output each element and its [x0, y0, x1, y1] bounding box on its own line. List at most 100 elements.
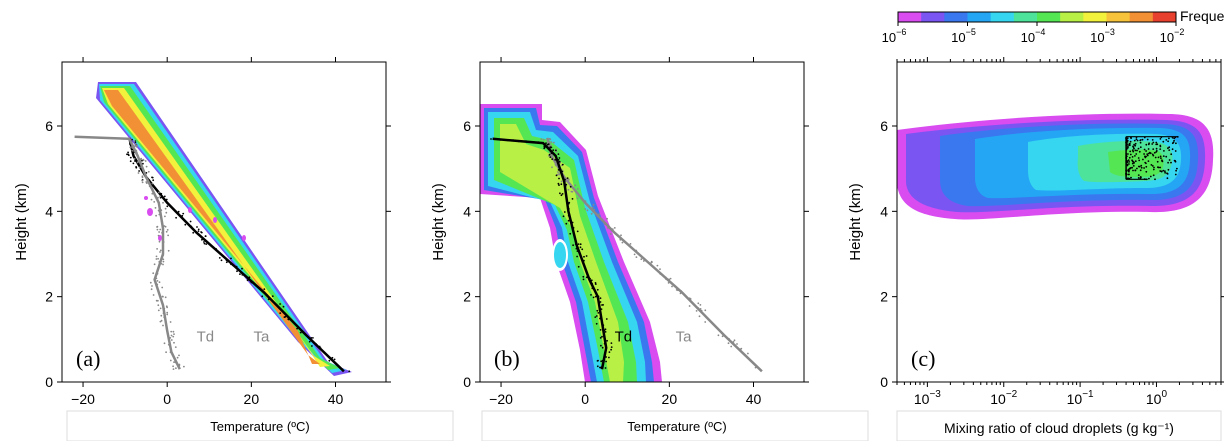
profile-point [563, 176, 566, 179]
profile-point [131, 146, 133, 148]
profile-point [203, 241, 205, 243]
profile-point [250, 281, 253, 284]
profile-point [138, 164, 141, 167]
profile-point [669, 277, 672, 280]
profile-point [204, 239, 207, 242]
profile-point [183, 365, 185, 368]
observation-point [1165, 155, 1168, 158]
x-tick-label: 40 [746, 391, 762, 407]
profile-point [591, 287, 594, 290]
profile-point [148, 185, 151, 188]
profile-point [153, 201, 156, 203]
profile-point [145, 165, 148, 168]
profile-point [189, 220, 192, 223]
profile-point [600, 360, 603, 363]
profile-point [591, 206, 594, 209]
profile-point [697, 302, 700, 305]
observation-point [1132, 150, 1135, 153]
profile-point [129, 160, 132, 163]
profile-point [665, 278, 667, 280]
profile-point [600, 308, 603, 310]
profile-point [159, 228, 162, 231]
profile-point [153, 263, 156, 266]
profile-point [601, 218, 603, 221]
profile-point [733, 339, 736, 342]
observation-point [1140, 164, 1143, 167]
profile-point [156, 272, 159, 275]
profile-point [163, 342, 166, 345]
profile-point [165, 198, 168, 201]
profile-point [553, 141, 555, 144]
profile-point [315, 343, 317, 345]
profile-point [236, 270, 238, 273]
profile-point [157, 304, 160, 307]
observation-point [1176, 167, 1178, 170]
profile-point [152, 272, 155, 275]
profile-point [732, 341, 735, 343]
profile-point [721, 335, 724, 338]
profile-point [169, 337, 172, 339]
profile-point [562, 215, 565, 218]
observation-point [1152, 174, 1155, 177]
profile-point [671, 285, 673, 288]
frequency-band-b [480, 104, 662, 382]
profile-point [140, 158, 142, 161]
observation-point [1127, 153, 1129, 155]
observation-point [1167, 161, 1169, 164]
profile-point [550, 141, 553, 144]
profile-point [659, 268, 661, 270]
profile-point [163, 195, 166, 198]
observation-point [1166, 172, 1168, 175]
profile-point [700, 309, 703, 312]
profile-point [151, 176, 154, 179]
profile-point [141, 181, 144, 184]
observation-point [1168, 146, 1171, 149]
profile-point [215, 248, 218, 250]
profile-point [318, 345, 321, 348]
observation-point [1132, 160, 1134, 163]
profile-point [575, 247, 578, 250]
profile-point [82, 136, 85, 138]
observation-point [1154, 156, 1157, 159]
profile-point [747, 352, 749, 355]
observation-point [1167, 147, 1169, 150]
profile-point [157, 257, 160, 260]
profile-point [149, 281, 152, 284]
axes-b: −20 0 20 40 0 2 4 6 [463, 57, 809, 407]
observation-point [1153, 151, 1156, 154]
profile-point [158, 261, 161, 263]
profile-point [635, 256, 638, 258]
profile-point [563, 211, 566, 213]
observation-point [1175, 169, 1177, 172]
profile-point [133, 145, 136, 148]
profile-point [642, 260, 645, 262]
colorbar-swatch [898, 12, 922, 22]
observation-point [1159, 148, 1162, 151]
observation-point [1154, 178, 1156, 181]
profile-point [296, 327, 298, 330]
profile-point [598, 213, 601, 216]
profile-point [590, 281, 592, 283]
profile-point [163, 225, 166, 227]
profile-point [583, 255, 585, 258]
profile-point [560, 194, 563, 197]
profile-point [162, 324, 164, 327]
profile-point [174, 346, 177, 348]
observation-point [1152, 168, 1155, 171]
profile-point [548, 141, 550, 144]
profile-point [592, 211, 594, 213]
profile-point [608, 351, 611, 353]
x-axis-label-a: Temperature (ºC) [210, 419, 309, 434]
profile-point [560, 183, 563, 186]
profile-point [562, 177, 565, 180]
observation-point [1135, 138, 1138, 141]
profile-point [656, 264, 659, 267]
profile-point [697, 307, 700, 310]
profile-point [640, 258, 643, 261]
profile-point [610, 348, 612, 351]
profile-point [175, 216, 178, 219]
observation-point [1129, 150, 1132, 153]
observation-point [1131, 162, 1134, 165]
profile-point [165, 211, 168, 214]
profile-point [170, 334, 173, 337]
